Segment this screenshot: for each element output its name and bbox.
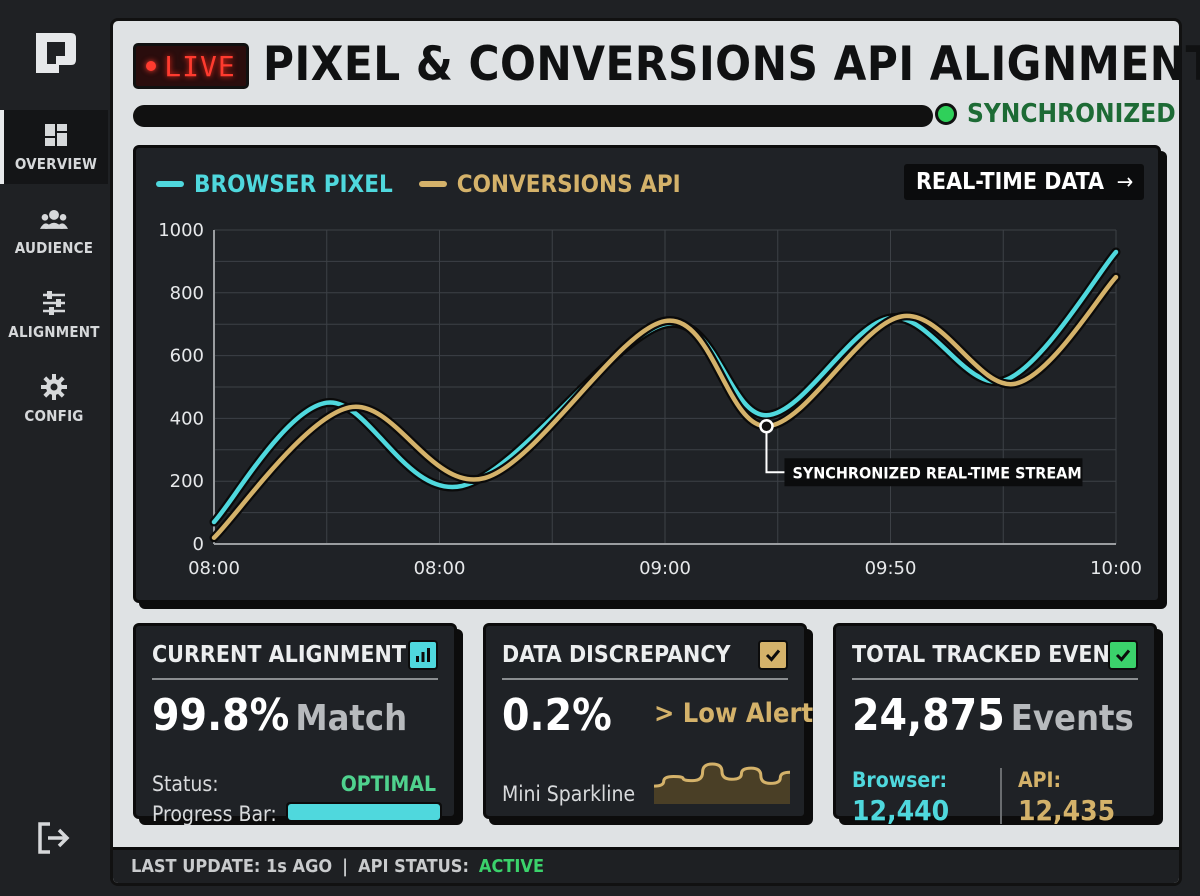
sidebar: OVERVIEW AUDIENCE ALIGNMENT CONFIG <box>0 0 108 896</box>
live-badge: LIVE <box>133 43 249 89</box>
status-dot-icon <box>935 103 957 125</box>
sidebar-item-label: ALIGNMENT <box>8 323 100 341</box>
alignment-percent: 99.8% <box>152 690 290 741</box>
y-tick-label: 400 <box>170 408 204 429</box>
logout-icon[interactable] <box>36 820 72 856</box>
sidebar-item-config[interactable]: CONFIG <box>0 362 108 436</box>
sync-status: SYNCHRONIZED <box>935 99 1176 129</box>
progress-label: Progress Bar: <box>152 802 277 826</box>
page-title: PIXEL & CONVERSIONS API ALIGNMENT <box>263 37 1200 92</box>
annotation-marker <box>759 419 774 434</box>
check-icon <box>758 640 788 670</box>
card-title: CURRENT ALIGNMENT <box>152 642 406 668</box>
sync-status-label: SYNCHRONIZED <box>967 99 1176 129</box>
api-value: 12,435 <box>1018 794 1116 827</box>
progress-bar <box>286 802 442 822</box>
x-tick-label: 10:00 <box>1090 558 1142 579</box>
last-update: LAST UPDATE: 1s AGO <box>131 856 333 877</box>
annotation-leader <box>765 432 785 474</box>
footer-separator: | <box>342 856 349 877</box>
api-label: API: <box>1018 768 1062 792</box>
api-status-value: ACTIVE <box>478 856 545 877</box>
x-tick-label: 09:00 <box>639 558 691 579</box>
sidebar-item-audience[interactable]: AUDIENCE <box>0 194 108 268</box>
progress-fill <box>288 804 440 820</box>
annotation-box <box>784 458 1083 487</box>
sidebar-item-label: OVERVIEW <box>14 155 98 173</box>
arrow-right-icon[interactable]: → <box>1106 164 1144 200</box>
card-total-events: TOTAL TRACKED EVENTS 24,875 Events Browse… <box>833 623 1157 827</box>
card-current-alignment: CURRENT ALIGNMENT 99.8% Match Status: OPT… <box>133 623 457 826</box>
browser-label: Browser: <box>852 768 948 792</box>
annotation-label: SYNCHRONIZED REAL-TIME STREAM <box>792 463 1081 482</box>
realtime-data-button[interactable]: REAL-TIME DATA <box>904 164 1116 200</box>
legend-swatch <box>156 181 184 187</box>
mini-sparkline <box>653 762 791 804</box>
chart-legend: BROWSER PIXEL CONVERSIONS API <box>156 170 681 198</box>
y-tick-label: 0 <box>193 534 204 555</box>
dashboard-icon <box>42 121 70 149</box>
main-panel: LIVE PIXEL & CONVERSIONS API ALIGNMENT S… <box>110 18 1200 886</box>
y-tick-label: 1000 <box>158 220 204 241</box>
status-label: Status: <box>152 772 219 796</box>
line-chart: 0 200 400 600 800 1000 08:00 08:00 09:00 09:50 10:… <box>158 220 1142 579</box>
legend-item-browser-pixel[interactable]: BROWSER PIXEL <box>156 170 393 198</box>
live-label: LIVE <box>164 49 236 83</box>
sparkline-area <box>654 764 790 804</box>
divider <box>1000 768 1002 824</box>
browser-value: 12,440 <box>852 794 950 827</box>
x-tick-label: 08:00 <box>188 558 240 579</box>
low-alert-link[interactable]: > Low Alert <box>654 698 814 729</box>
events-unit: Events <box>1010 698 1134 739</box>
app-logo[interactable] <box>33 30 79 76</box>
sidebar-item-overview[interactable]: OVERVIEW <box>0 110 108 184</box>
gear-icon <box>40 373 68 401</box>
status-footer: LAST UPDATE: 1s AGO | API STATUS: ACTIVE <box>113 847 1179 883</box>
legend-label: BROWSER PIXEL <box>194 170 393 198</box>
divider <box>152 678 438 680</box>
check-icon <box>1108 640 1138 670</box>
api-status-label: API STATUS: <box>358 856 469 877</box>
header-underline <box>133 105 933 127</box>
users-icon <box>40 205 68 233</box>
y-tick-label: 600 <box>170 346 204 367</box>
alignment-unit: Match <box>295 698 408 739</box>
legend-item-conversions-api[interactable]: CONVERSIONS API <box>418 170 681 198</box>
alignment-value: 99.8% Match <box>152 690 407 741</box>
discrepancy-value: 0.2% <box>502 690 612 741</box>
sparkline-label: Mini Sparkline <box>502 782 636 806</box>
events-count: 24,875 <box>852 690 1005 741</box>
events-value: 24,875 Events <box>852 690 1134 741</box>
card-title: TOTAL TRACKED EVENTS <box>852 642 1139 668</box>
live-dot-icon <box>146 61 157 71</box>
card-title: DATA DISCREPANCY <box>502 642 731 668</box>
x-tick-label: 09:50 <box>865 558 917 579</box>
bar-chart-icon <box>408 640 438 670</box>
series-line-conversions-api <box>211 274 1119 540</box>
chart-card: BROWSER PIXEL CONVERSIONS API REAL-TIME … <box>133 145 1161 603</box>
sidebar-item-alignment[interactable]: ALIGNMENT <box>0 278 108 352</box>
status-badge: OPTIMAL <box>340 772 436 796</box>
y-tick-label: 200 <box>170 471 204 492</box>
sliders-icon <box>40 289 68 317</box>
card-data-discrepancy: DATA DISCREPANCY 0.2% > Low Alert Mini S… <box>483 623 813 819</box>
sidebar-item-label: CONFIG <box>24 407 84 425</box>
sidebar-item-label: AUDIENCE <box>14 239 94 257</box>
divider <box>502 678 788 680</box>
divider <box>852 678 1138 680</box>
legend-label: CONVERSIONS API <box>456 170 681 198</box>
sparkline-line <box>653 762 791 788</box>
y-tick-label: 800 <box>170 283 204 304</box>
legend-swatch <box>418 181 447 187</box>
x-tick-label: 08:00 <box>414 558 466 579</box>
